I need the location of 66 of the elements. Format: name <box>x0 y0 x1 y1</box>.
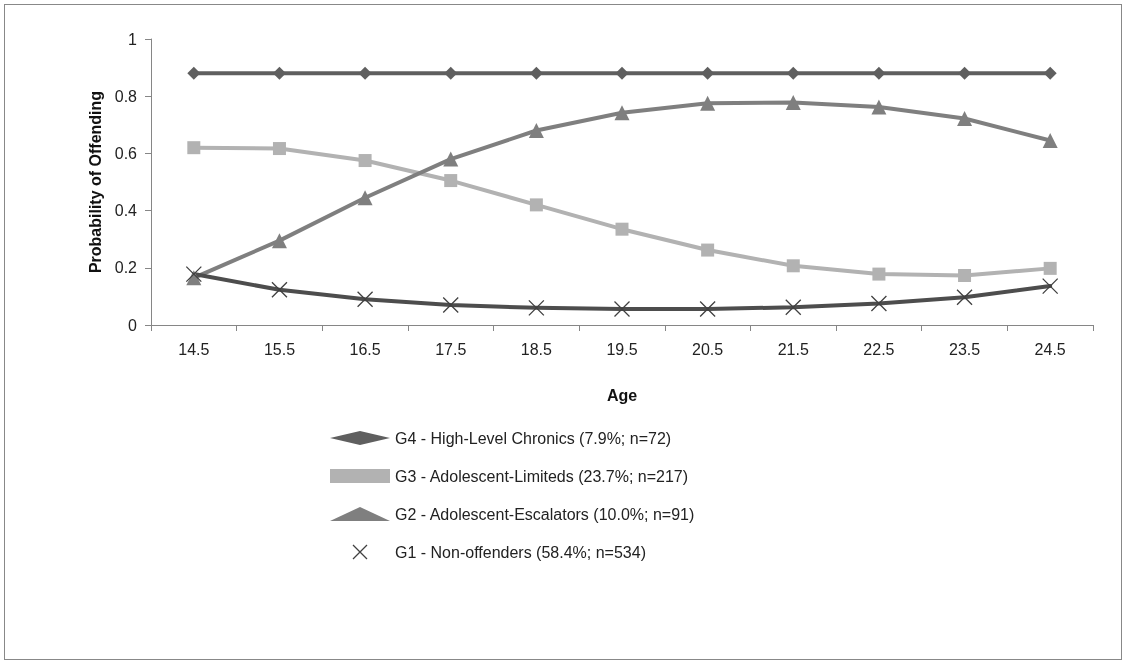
x-tick-label: 15.5 <box>263 340 296 358</box>
point <box>356 291 374 308</box>
point <box>442 296 459 314</box>
point <box>615 222 629 236</box>
legend-label: G1 - Non-offenders (58.4%; n=534) <box>395 543 646 561</box>
x-tick-label: 24.5 <box>1034 340 1066 358</box>
x-tick-label: 19.5 <box>606 340 638 358</box>
x-tick-label: 21.5 <box>777 340 809 358</box>
y-axis-title: Probability of Offending <box>86 90 104 274</box>
point <box>185 265 202 283</box>
point <box>358 154 372 168</box>
point <box>529 198 543 212</box>
point <box>357 190 373 206</box>
y-tick-label: 1 <box>128 30 138 48</box>
y-tick-label: 0 <box>128 316 138 334</box>
x-tick-label: 20.5 <box>692 340 724 358</box>
point <box>271 233 287 249</box>
point <box>701 66 715 80</box>
point <box>444 174 458 188</box>
point <box>1042 277 1059 295</box>
point <box>785 299 802 316</box>
point <box>613 300 631 318</box>
x-axis-title: Age <box>606 386 638 404</box>
x-tick-label: 14.5 <box>178 340 210 358</box>
point <box>872 66 886 80</box>
point <box>957 111 973 127</box>
point <box>444 66 458 80</box>
point <box>614 105 630 121</box>
y-tick-label: 0.8 <box>114 87 138 105</box>
x-tick-label: 17.5 <box>435 340 467 358</box>
x-tick-label: 23.5 <box>948 340 981 358</box>
legend-label: G3 - Adolescent-Limiteds (23.7%; n=217) <box>395 467 689 485</box>
point <box>187 141 201 155</box>
y-tick-label: 0.2 <box>114 259 138 277</box>
point <box>443 151 459 167</box>
legend-label: G4 - High-Level Chronics (7.9%; n=72) <box>395 429 672 447</box>
point <box>956 289 973 306</box>
point <box>870 295 888 312</box>
y-tick-label: 0.6 <box>114 144 138 162</box>
point <box>786 259 800 273</box>
point <box>699 300 716 318</box>
point <box>700 95 716 111</box>
x-tick-label: 18.5 <box>520 340 553 358</box>
point <box>271 281 288 298</box>
point <box>528 299 545 316</box>
point <box>615 66 629 80</box>
point <box>1043 261 1057 275</box>
y-tick-label: 0.4 <box>114 202 138 220</box>
point <box>272 66 286 80</box>
point <box>958 269 972 283</box>
point <box>528 123 544 139</box>
point <box>785 94 801 110</box>
point <box>958 66 972 80</box>
point <box>1043 66 1057 80</box>
point <box>529 66 543 80</box>
point <box>358 66 372 80</box>
point <box>872 267 886 281</box>
point <box>871 99 887 115</box>
point <box>786 66 800 80</box>
point <box>701 243 715 257</box>
point <box>1042 133 1058 149</box>
point <box>187 66 201 80</box>
point <box>272 142 286 156</box>
x-tick-label: 16.5 <box>349 340 381 358</box>
legend-label: G2 - Adolescent-Escalators (10.0%; n=91) <box>395 505 695 523</box>
x-tick-label: 22.5 <box>863 340 895 358</box>
